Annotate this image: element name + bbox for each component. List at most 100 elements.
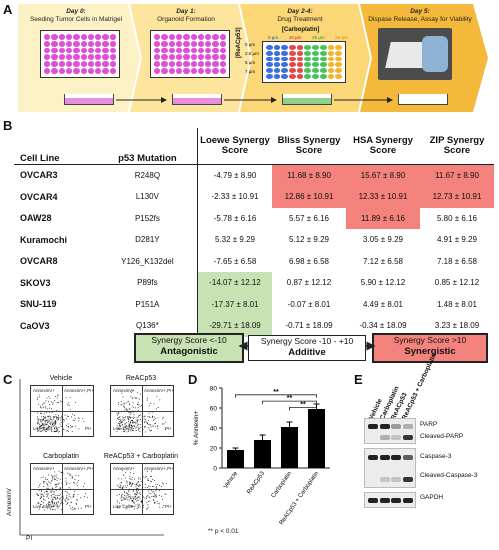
panel-label-e: E (354, 372, 363, 387)
plate-well (161, 40, 168, 47)
plate-well (312, 62, 319, 68)
plate-well (95, 68, 102, 74)
plate-well (44, 61, 51, 68)
plate-well (154, 54, 161, 61)
plate-well (319, 45, 327, 50)
legend-synergistic: Synergy Score >10 Synergistic (372, 333, 488, 363)
plate-well (183, 47, 190, 54)
cell-zip: 7.18 ± 6.58 (437, 256, 477, 266)
conc-x-2: 25 µm (312, 35, 325, 40)
plate-well (58, 68, 65, 74)
header-zip: ZIP Synergy Score (429, 134, 485, 156)
cell-loewe: -14.07 ± 12.12 (197, 272, 272, 294)
header-bliss: Bliss Synergy Score (277, 134, 341, 156)
table-row: OVCAR3 R248Q -4.79 ± 8.90 11.68 ± 8.90 15.67… (14, 164, 494, 186)
table-row: OVCAR4 L130V -2.33 ± 10.91 12.86 ± 10.91 12.… (14, 186, 494, 208)
significance-mark: ** (287, 395, 293, 402)
dish-day1 (172, 94, 222, 105)
facs-axis-arrows (19, 379, 164, 536)
plate-well (219, 40, 226, 47)
cell-hsa: 5.90 ± 12.12 (360, 278, 406, 288)
table-row: SKOV3 P89fs -14.07 ± 12.12 0.87 ± 12.12 5.90… (14, 272, 494, 294)
cell-mut: P89fs (137, 278, 158, 288)
plate-well (95, 34, 102, 40)
quadrant-label-ul: AnnexinV+ (33, 466, 55, 471)
plate-well (168, 61, 175, 68)
plate-well (65, 61, 73, 68)
quadrant-label-ur: AnnexinV+,PI+ (144, 388, 175, 393)
chart-footnote: ** p < 0.01 (208, 528, 239, 535)
plate-well (197, 54, 205, 61)
workflow-arrows (116, 97, 393, 103)
facs-plot: AnnexinV+ AnnexinV+,PI+ Live Cells PI+ (30, 385, 94, 437)
plate-well (197, 61, 205, 68)
quadrant-label-ur: AnnexinV+,PI+ (64, 466, 95, 471)
facs-dots (36, 394, 85, 433)
table-row: CaOV3 Q136* -29.71 ± 18.09 -0.71 ± 18.09 -0.… (14, 315, 494, 337)
plate-well (266, 68, 273, 74)
blot-band (379, 477, 390, 482)
facs-ylabel: AnnexinV (6, 488, 13, 516)
significance-mark: ** (273, 389, 279, 396)
conc-y-2: 5 µm (245, 60, 256, 65)
plate-well (304, 74, 312, 79)
plate-well (304, 62, 312, 68)
plate-well (168, 68, 175, 74)
plate-well (102, 47, 109, 54)
plate-well (296, 50, 304, 56)
matrix-conc-y: 0 µm 2.5 µm 5 µm 7 µm (245, 42, 259, 74)
cell-hsa: -0.34 ± 18.09 (359, 321, 407, 331)
cell-mut: R248Q (134, 170, 161, 180)
cell-mut: Q136* (136, 321, 159, 331)
header-loewe: Loewe Synergy Score (197, 128, 272, 164)
plate-well (44, 47, 51, 54)
quadrant-label-ul: AnnexinV+ (113, 388, 135, 393)
blot-band (402, 498, 413, 503)
x-tick-label: ReACp53 (246, 470, 266, 495)
plate-well (168, 34, 175, 40)
legend-synergistic-label: Synergistic (404, 346, 456, 357)
table-row: SNU-119 P151A -17.37 ± 8.01 -0.07 ± 8.01 4.4… (14, 293, 494, 315)
conc-y-3: 7 µm (245, 69, 256, 74)
plate-well (266, 45, 273, 50)
plate-well (212, 68, 219, 74)
plate-well (327, 50, 335, 56)
plate-well (161, 68, 168, 74)
plate-well (161, 54, 168, 61)
synergy-table: Cell Line p53 Mutation Loewe Synergy Sco… (14, 128, 494, 337)
blot-band (368, 424, 378, 429)
plate-well (87, 34, 95, 40)
plate-well (65, 47, 73, 54)
legend-additive-range: Synergy Score -10 - +10 (260, 336, 354, 346)
quadrant-label-ul: AnnexinV+ (33, 388, 55, 393)
plate-well (327, 74, 335, 79)
plate-well (109, 68, 116, 74)
cell-bliss: -0.07 ± 8.01 (287, 299, 331, 309)
plate-well (190, 61, 197, 68)
quadrant-label-ur: AnnexinV+,PI+ (64, 388, 95, 393)
annexin-bar-chart: 0 20 40 60 80 % Annexin+ Vehicle ReACp53 Carbopl… (193, 386, 330, 526)
plate-well (335, 56, 342, 62)
blot-band (379, 498, 390, 503)
plate-well (281, 50, 289, 56)
plate-well (335, 68, 342, 74)
quadrant-label-lr: PI+ (165, 426, 172, 431)
blot-band (368, 498, 378, 503)
cell-bliss: 12.86 ± 10.91 (272, 186, 346, 208)
plate-well (190, 40, 197, 47)
cell-mut: Y126_K132del (121, 256, 174, 266)
plate-well (154, 47, 161, 54)
blot-membrane (364, 418, 416, 444)
plate-well (44, 34, 51, 40)
plate-well (289, 74, 296, 79)
plate-well (73, 68, 80, 74)
plate-well (219, 47, 226, 54)
y-tick-label: 0 (213, 466, 217, 473)
y-tick-label: 40 (210, 426, 218, 433)
plate-well (109, 54, 116, 61)
plate-well (168, 54, 175, 61)
cell-zip: 0.85 ± 12.12 (434, 278, 480, 288)
plate-well (51, 34, 58, 40)
plate-well (51, 54, 58, 61)
matrix-title: [Carboplatin] (282, 27, 320, 33)
